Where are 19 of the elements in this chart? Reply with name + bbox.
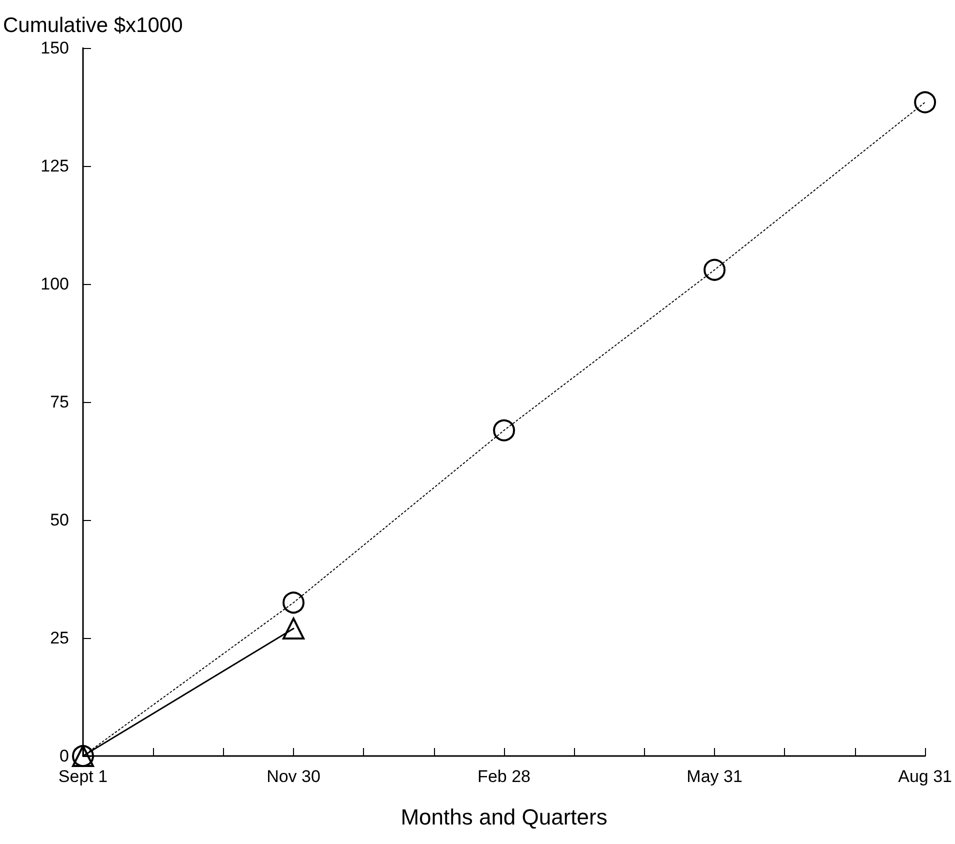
point xyxy=(493,419,516,442)
point xyxy=(282,618,305,640)
point xyxy=(704,258,726,281)
y-tick-label: 0 xyxy=(60,746,69,766)
x-tick-label: Sept 1 xyxy=(58,767,108,786)
x-tick-label: Nov 30 xyxy=(266,767,320,786)
y-tick-label: 25 xyxy=(50,628,69,648)
x-axis-title: Months and Quarters xyxy=(400,804,608,830)
y-tick-label: 125 xyxy=(40,156,69,176)
x-tick-label: Feb 28 xyxy=(478,767,530,786)
x-tick-label: May 31 xyxy=(686,767,742,786)
y-tick-label: 75 xyxy=(50,392,69,412)
y-axis-title: Cumulative $x1000 xyxy=(3,14,183,37)
y-tick-label: 100 xyxy=(40,274,69,294)
point xyxy=(914,91,936,114)
y-tick-label: 150 xyxy=(40,38,69,58)
y-tick-label: 50 xyxy=(50,510,69,530)
x-tick-label: Aug 31 xyxy=(898,767,952,786)
point xyxy=(282,592,305,614)
